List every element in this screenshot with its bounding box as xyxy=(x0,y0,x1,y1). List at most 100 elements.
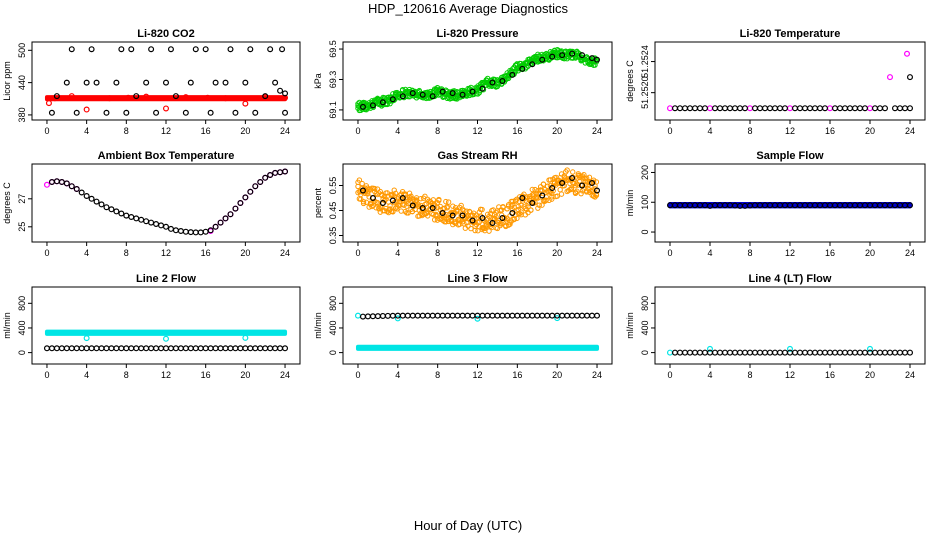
y-axis-label: ml/min xyxy=(313,312,323,339)
figure-x-axis-label: Hour of Day (UTC) xyxy=(413,518,523,533)
data-point xyxy=(389,96,396,103)
data-point xyxy=(394,315,401,322)
data-point xyxy=(766,105,773,112)
plot-title: Gas Stream RH xyxy=(437,150,517,162)
x-tick-label: 12 xyxy=(472,126,482,136)
data-point xyxy=(512,68,519,75)
data-point xyxy=(399,312,406,319)
data-point xyxy=(681,105,688,112)
data-point xyxy=(172,93,179,100)
data-point xyxy=(459,212,466,219)
data-point xyxy=(419,205,426,212)
data-point xyxy=(374,313,381,320)
data-point xyxy=(247,345,254,352)
y-tick-label: 440 xyxy=(17,75,27,90)
data-point xyxy=(277,169,284,176)
data-point xyxy=(666,349,673,356)
y-tick-label: 0 xyxy=(328,350,338,355)
data-point xyxy=(519,195,526,202)
y-tick-label: 400 xyxy=(640,320,650,335)
data-point xyxy=(187,229,194,236)
data-point xyxy=(177,228,184,235)
x-tick-label: 0 xyxy=(667,126,672,136)
data-point xyxy=(182,109,189,116)
data-point xyxy=(706,345,713,352)
data-point xyxy=(486,83,492,89)
data-point xyxy=(63,180,70,187)
data-point xyxy=(83,193,90,200)
data-point xyxy=(554,193,561,199)
data-point xyxy=(384,101,390,108)
data-point xyxy=(696,105,703,112)
plot-frame xyxy=(654,41,926,121)
x-tick-label: 16 xyxy=(201,370,211,380)
data-point xyxy=(103,345,110,352)
data-point xyxy=(681,349,688,356)
data-point xyxy=(416,213,423,219)
data-point xyxy=(83,335,90,342)
data-point xyxy=(163,105,170,112)
data-point xyxy=(202,228,209,235)
data-point xyxy=(439,210,446,217)
x-tick-label: 4 xyxy=(84,248,89,258)
data-point xyxy=(113,208,120,215)
data-point xyxy=(123,345,130,352)
data-point xyxy=(731,349,738,356)
data-point xyxy=(48,109,55,116)
data-point xyxy=(475,91,481,97)
data-point xyxy=(83,106,90,113)
data-point xyxy=(494,225,501,232)
data-point xyxy=(534,312,541,319)
data-point xyxy=(391,187,397,193)
data-point xyxy=(676,105,683,112)
data-point xyxy=(474,315,481,322)
data-point xyxy=(369,195,376,202)
data-point xyxy=(489,312,496,319)
data-point xyxy=(48,179,55,186)
data-point xyxy=(359,180,365,187)
data-point xyxy=(569,50,576,57)
data-point xyxy=(559,52,566,59)
x-tick-label: 16 xyxy=(512,370,522,380)
data-point xyxy=(207,109,214,116)
data-point xyxy=(906,74,913,81)
y-tick-label: 500 xyxy=(17,43,27,58)
data-point xyxy=(459,91,466,98)
y-tick-label: 400 xyxy=(328,320,338,335)
x-tick-label: 24 xyxy=(592,248,602,258)
data-point xyxy=(791,349,798,356)
data-point xyxy=(494,312,501,319)
data-point xyxy=(272,79,279,86)
data-point xyxy=(444,312,451,319)
data-point xyxy=(430,211,436,218)
data-point xyxy=(464,312,471,319)
data-point xyxy=(192,229,199,236)
y-tick-label: 69.5 xyxy=(328,40,338,58)
data-point xyxy=(53,345,60,352)
data-point xyxy=(666,105,673,112)
data-point xyxy=(751,349,758,356)
data-point xyxy=(123,109,130,116)
data-point xyxy=(801,105,808,112)
data-point xyxy=(706,105,713,112)
data-point xyxy=(671,105,678,112)
data-point xyxy=(491,215,498,222)
data-point xyxy=(676,349,683,356)
x-tick-label: 8 xyxy=(747,248,752,258)
data-point xyxy=(486,228,492,234)
data-point xyxy=(726,349,733,356)
data-point xyxy=(584,312,591,319)
data-point xyxy=(408,193,414,199)
data-point xyxy=(192,345,199,352)
data-point xyxy=(232,205,239,212)
data-point xyxy=(484,312,491,319)
data-point xyxy=(222,215,229,222)
data-point xyxy=(430,197,436,203)
x-tick-label: 12 xyxy=(472,370,482,380)
data-point xyxy=(143,218,150,225)
data-point xyxy=(153,221,160,228)
x-tick-label: 24 xyxy=(592,126,602,136)
data-point xyxy=(589,180,596,187)
data-point xyxy=(856,105,863,112)
x-tick-label: 4 xyxy=(707,126,712,136)
